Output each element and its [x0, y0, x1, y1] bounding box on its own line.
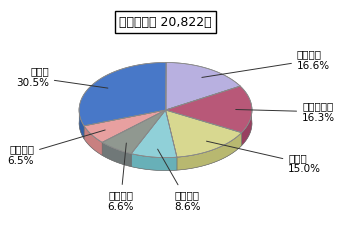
- Text: 輸送機械
6.5%: 輸送機械 6.5%: [8, 130, 105, 166]
- Polygon shape: [177, 133, 241, 170]
- Polygon shape: [166, 62, 240, 110]
- Polygon shape: [79, 108, 84, 139]
- Polygon shape: [84, 126, 102, 155]
- Polygon shape: [102, 110, 166, 154]
- Text: 化学工業
8.6%: 化学工業 8.6%: [158, 149, 200, 212]
- Polygon shape: [84, 110, 166, 142]
- Text: 電気機械
16.6%: 電気機械 16.6%: [202, 49, 330, 77]
- Polygon shape: [166, 86, 252, 133]
- Text: 食料品
15.0%: 食料品 15.0%: [207, 141, 321, 175]
- Polygon shape: [241, 106, 252, 146]
- Text: 生産用機械
16.3%: 生産用機械 16.3%: [236, 101, 335, 123]
- Polygon shape: [131, 110, 177, 158]
- Polygon shape: [166, 110, 241, 157]
- Polygon shape: [131, 154, 177, 171]
- Polygon shape: [102, 142, 131, 167]
- Text: 従業者数　 20,822人: 従業者数 20,822人: [119, 16, 212, 29]
- Text: その他
30.5%: その他 30.5%: [16, 66, 108, 88]
- Polygon shape: [79, 62, 166, 126]
- Text: 金属製品
6.6%: 金属製品 6.6%: [107, 143, 134, 212]
